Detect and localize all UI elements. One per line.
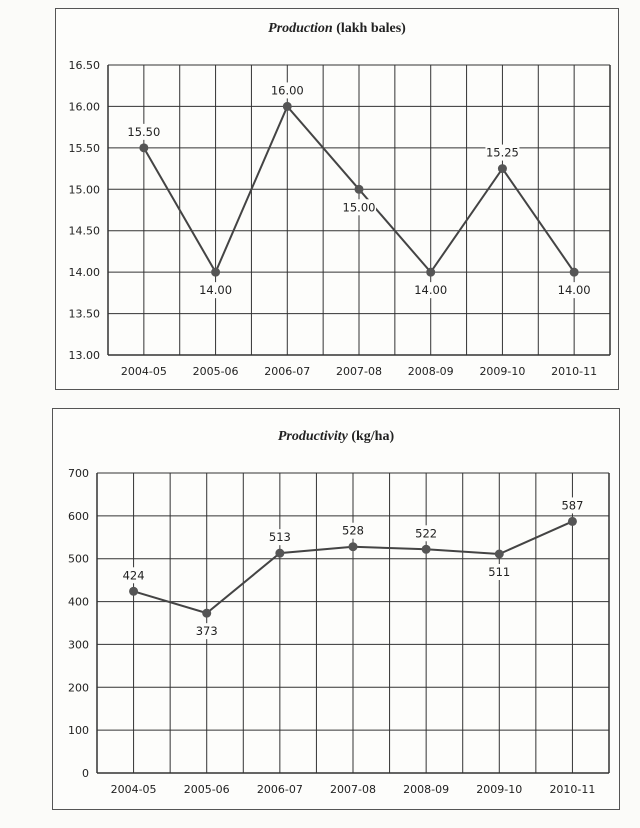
y-tick-label: 0 [82,767,89,780]
data-label-background [270,82,305,99]
data-label-background [262,529,297,546]
y-tick-label: 600 [68,510,89,523]
data-label: 14.00 [199,283,232,297]
x-tick-label: 2004-05 [111,783,157,796]
data-label: 528 [342,524,364,538]
x-tick-label: 2005-06 [193,365,239,378]
data-label-background [126,123,161,140]
productivity-plot: 0 100 200 300 400 500 600 700 2004-05 2005-06 2006… [68,467,610,796]
x-tick-label: 2008-09 [403,783,449,796]
x-tick-label: 2010-11 [549,783,595,796]
y-tick-label: 14.50 [69,225,101,238]
data-point [426,267,436,277]
data-point [497,164,507,174]
data-label: 522 [415,526,437,540]
data-label: 16.00 [271,83,304,97]
data-point [348,542,358,552]
data-point [282,101,292,111]
data-label-background [342,199,376,216]
data-label: 513 [269,530,291,544]
x-tick-label: 2008-09 [408,365,454,378]
title-unit: (lakh bales) [336,21,406,36]
data-label: 15.50 [127,125,160,139]
data-label: 424 [123,568,145,582]
productivity-chart: Productivity (kg/ha) 0 100 200 300 400 500 600… [52,408,620,810]
x-tick-label: 2006-07 [257,783,303,796]
data-point [494,549,504,559]
data-label: 15.00 [343,200,376,214]
title-main: Productivity [277,429,348,444]
data-label: 14.00 [414,283,447,297]
data-label: 373 [196,624,218,638]
data-point [567,516,577,526]
y-tick-label: 100 [68,724,89,737]
y-tick-label: 16.00 [69,100,101,113]
y-tick-label: 14.00 [69,266,101,279]
data-point [211,267,221,277]
y-tick-label: 300 [68,638,89,651]
data-label: 14.00 [558,283,591,297]
data-point [129,586,139,596]
y-tick-label: 200 [68,681,89,694]
data-label-background [557,282,592,299]
data-point [421,544,431,554]
y-tick-label: 15.50 [69,142,101,155]
title-unit: (kg/ha) [351,429,395,444]
data-label-background [189,623,224,640]
production-plot: 13.00 13.50 14.00 14.50 15.00 15.50 16.00 16.50… [69,59,611,378]
chart-title: Productivity (kg/ha) [53,429,619,445]
data-point [202,608,212,618]
data-label-background [116,567,151,584]
x-tick-label: 2005-06 [184,783,230,796]
y-tick-label: 500 [68,553,89,566]
y-tick-label: 13.00 [69,349,101,362]
y-tick-label: 400 [68,596,89,609]
data-label-background [482,564,517,580]
data-label-background [485,144,520,161]
chart-title: Production (lakh bales) [56,21,618,37]
y-tick-label: 13.50 [69,308,101,321]
data-label-background [409,525,444,542]
data-label: 511 [488,565,510,579]
data-label-background [555,497,590,514]
data-label: 15.25 [486,146,519,160]
data-point [569,267,579,277]
data-point [139,143,149,153]
y-tick-label: 15.00 [69,183,101,196]
x-tick-label: 2006-07 [264,365,310,378]
y-tick-label: 700 [68,467,89,480]
data-label: 587 [561,498,583,512]
x-tick-label: 2004-05 [121,365,167,378]
x-tick-label: 2007-08 [330,783,376,796]
x-tick-label: 2009-10 [479,365,525,378]
data-point [354,184,364,194]
title-main: Production [268,21,333,36]
y-tick-label: 16.50 [69,59,101,72]
production-chart: Production (lakh bales) 13.00 13.50 14.00 1… [55,8,619,390]
data-label-background [336,522,370,539]
data-label-background [413,282,448,299]
x-tick-label: 2007-08 [336,365,382,378]
x-tick-label: 2010-11 [551,365,597,378]
data-point [275,548,285,558]
x-tick-label: 2009-10 [476,783,522,796]
data-label-background [198,282,233,299]
